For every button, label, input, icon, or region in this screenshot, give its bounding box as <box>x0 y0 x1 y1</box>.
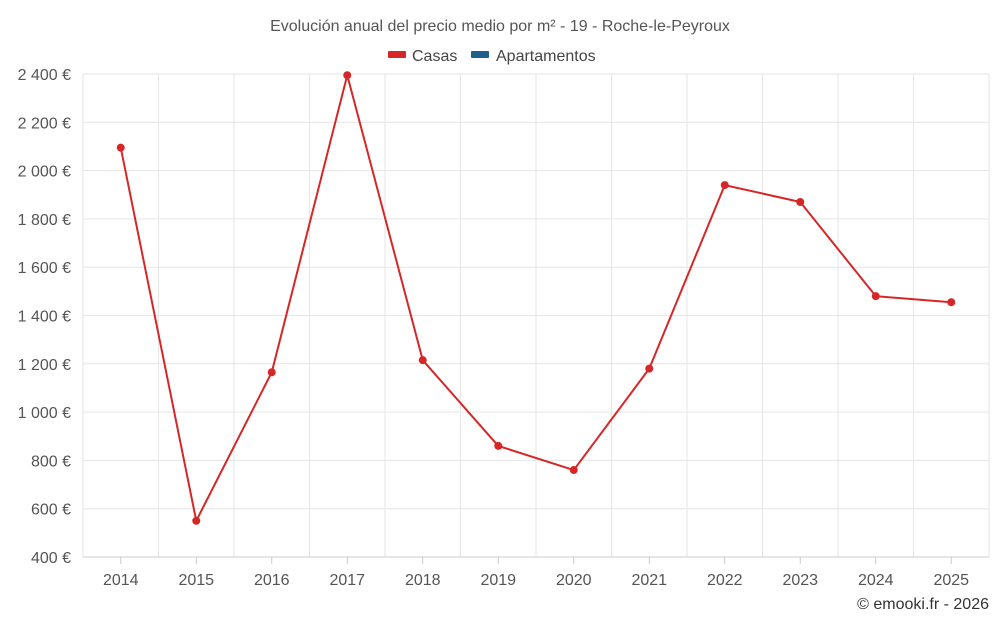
data-point-2019[interactable] <box>494 441 503 450</box>
data-point-2015[interactable] <box>192 516 201 525</box>
y-tick-label: 600 € <box>31 502 71 519</box>
chart-title: Evolución anual del precio medio por m² … <box>270 18 730 35</box>
series <box>116 71 956 525</box>
x-tick-label: 2023 <box>782 572 818 589</box>
y-tick-label: 2 000 € <box>18 164 71 181</box>
grid <box>82 73 990 557</box>
y-tick-label: 1 800 € <box>18 212 71 229</box>
legend-label-apartamentos: Apartamentos <box>496 48 596 65</box>
data-point-2016[interactable] <box>267 368 276 377</box>
legend-swatch-apartamentos <box>471 51 489 58</box>
legend-item-casas[interactable]: Casas <box>388 48 457 65</box>
x-tick-label: 2014 <box>103 572 139 589</box>
data-point-2025[interactable] <box>947 298 956 307</box>
x-tick-label: 2018 <box>405 572 441 589</box>
data-point-2018[interactable] <box>418 356 427 365</box>
credit-text: © emooki.fr - 2026 <box>857 596 989 613</box>
y-tick-label: 800 € <box>31 453 71 470</box>
x-tick-label: 2024 <box>858 572 894 589</box>
y-tick-label: 400 € <box>31 550 71 567</box>
data-point-2014[interactable] <box>116 143 125 152</box>
x-tick-label: 2020 <box>556 572 592 589</box>
y-tick-label: 2 400 € <box>18 67 71 84</box>
y-tick-label: 1 400 € <box>18 309 71 326</box>
legend-item-apartamentos[interactable]: Apartamentos <box>471 48 596 65</box>
x-tick-label: 2016 <box>254 572 290 589</box>
data-point-2020[interactable] <box>569 466 578 475</box>
data-point-2022[interactable] <box>720 181 729 190</box>
x-axis-ticks: 2014 2015 2016 2017 2018 2019 2020 2021 2022 2023… <box>103 557 969 589</box>
data-point-2023[interactable] <box>796 197 805 206</box>
y-tick-label: 1 600 € <box>18 260 71 277</box>
y-axis-ticks: 400 € 600 € 800 € 1 000 € 1 200 € 1 400 € 1 60… <box>18 67 71 567</box>
legend-label-casas: Casas <box>412 48 457 65</box>
data-point-2017[interactable] <box>343 71 352 80</box>
y-tick-label: 1 000 € <box>18 405 71 422</box>
y-tick-label: 1 200 € <box>18 357 71 374</box>
series-line-casas <box>119 74 952 522</box>
legend: Casas Apartamentos <box>388 48 596 65</box>
x-tick-label: 2021 <box>631 572 667 589</box>
legend-swatch-casas <box>388 51 406 58</box>
data-point-2024[interactable] <box>871 292 880 301</box>
x-tick-label: 2017 <box>329 572 365 589</box>
x-tick-label: 2022 <box>707 572 743 589</box>
y-tick-label: 2 200 € <box>18 115 71 132</box>
x-tick-label: 2015 <box>178 572 214 589</box>
x-tick-label: 2019 <box>480 572 516 589</box>
x-tick-label: 2025 <box>933 572 969 589</box>
data-point-2021[interactable] <box>645 364 654 373</box>
